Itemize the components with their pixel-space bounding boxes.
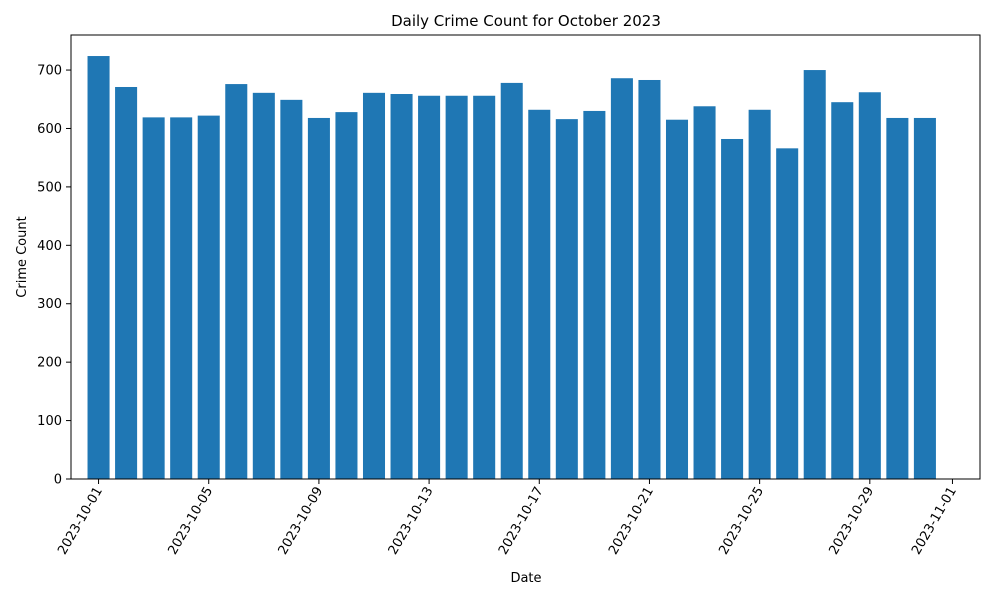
bar-2023-10-01: [87, 56, 110, 479]
x-axis-label: Date: [510, 571, 541, 586]
y-axis: 0 100 200 300 400 500 600 700: [37, 64, 71, 488]
y-tick-label: 500: [37, 180, 62, 195]
bar-2023-10-13: [418, 95, 441, 479]
bar-2023-10-14: [445, 95, 468, 479]
bar-2023-10-10: [335, 112, 358, 480]
bar-2023-10-09: [307, 117, 330, 480]
bar-2023-10-25: [748, 109, 771, 480]
x-tick-label: 2023-10-17: [496, 485, 547, 558]
bar-2023-10-17: [528, 109, 551, 480]
bar-2023-10-05: [197, 115, 220, 479]
y-axis-label: Crime Count: [15, 216, 30, 297]
bar-2023-10-28: [831, 102, 854, 480]
x-tick-label: 2023-10-13: [386, 485, 437, 558]
bar-2023-10-22: [665, 119, 689, 480]
plot-frame: [70, 34, 981, 480]
bar-2023-10-06: [225, 84, 248, 480]
x-tick-label: 2023-10-05: [165, 485, 216, 558]
y-tick-label: 300: [37, 297, 62, 312]
bar-2023-10-31: [913, 117, 936, 480]
x-tick-label: 2023-10-29: [827, 485, 878, 558]
bar-2023-10-24: [721, 138, 744, 479]
bar-2023-10-23: [693, 106, 716, 479]
bar-2023-10-02: [115, 86, 138, 479]
bar-2023-10-11: [362, 92, 386, 479]
x-tick-label: 2023-10-09: [276, 485, 327, 558]
chart-title: Daily Crime Count for October 2023: [391, 12, 661, 30]
bar-2023-10-21: [638, 79, 661, 480]
bar-2023-10-07: [252, 92, 275, 479]
y-tick-label: 100: [37, 414, 62, 429]
bar-2023-10-29: [858, 92, 881, 480]
bar-2023-10-19: [583, 110, 606, 480]
bar-2023-10-16: [500, 82, 523, 479]
x-tick-label: 2023-11-01: [909, 485, 960, 558]
bar-2023-10-04: [170, 117, 193, 479]
y-tick-label: 400: [37, 239, 62, 254]
bar-2023-10-26: [776, 148, 799, 479]
bar-2023-10-15: [473, 95, 496, 479]
bar-2023-10-08: [280, 99, 303, 480]
y-tick-label: 600: [37, 122, 62, 137]
y-tick-label: 700: [37, 64, 62, 79]
bars-layer: [87, 56, 936, 480]
bar-2023-10-03: [142, 117, 165, 479]
x-tick-label: 2023-10-01: [55, 485, 106, 558]
x-tick-label: 2023-10-21: [606, 485, 657, 558]
x-axis: 2023-10-01 2023-10-05 2023-10-09 2023-10-13…: [55, 479, 960, 557]
bar-2023-10-30: [886, 117, 909, 480]
bar-2023-10-20: [610, 78, 633, 480]
x-tick-label: 2023-10-25: [716, 485, 767, 558]
bar-2023-10-12: [390, 94, 413, 480]
y-tick-label: 200: [37, 356, 62, 371]
y-tick-label: 0: [54, 473, 62, 488]
bar-2023-10-27: [803, 70, 826, 479]
bar-2023-10-18: [555, 119, 578, 479]
